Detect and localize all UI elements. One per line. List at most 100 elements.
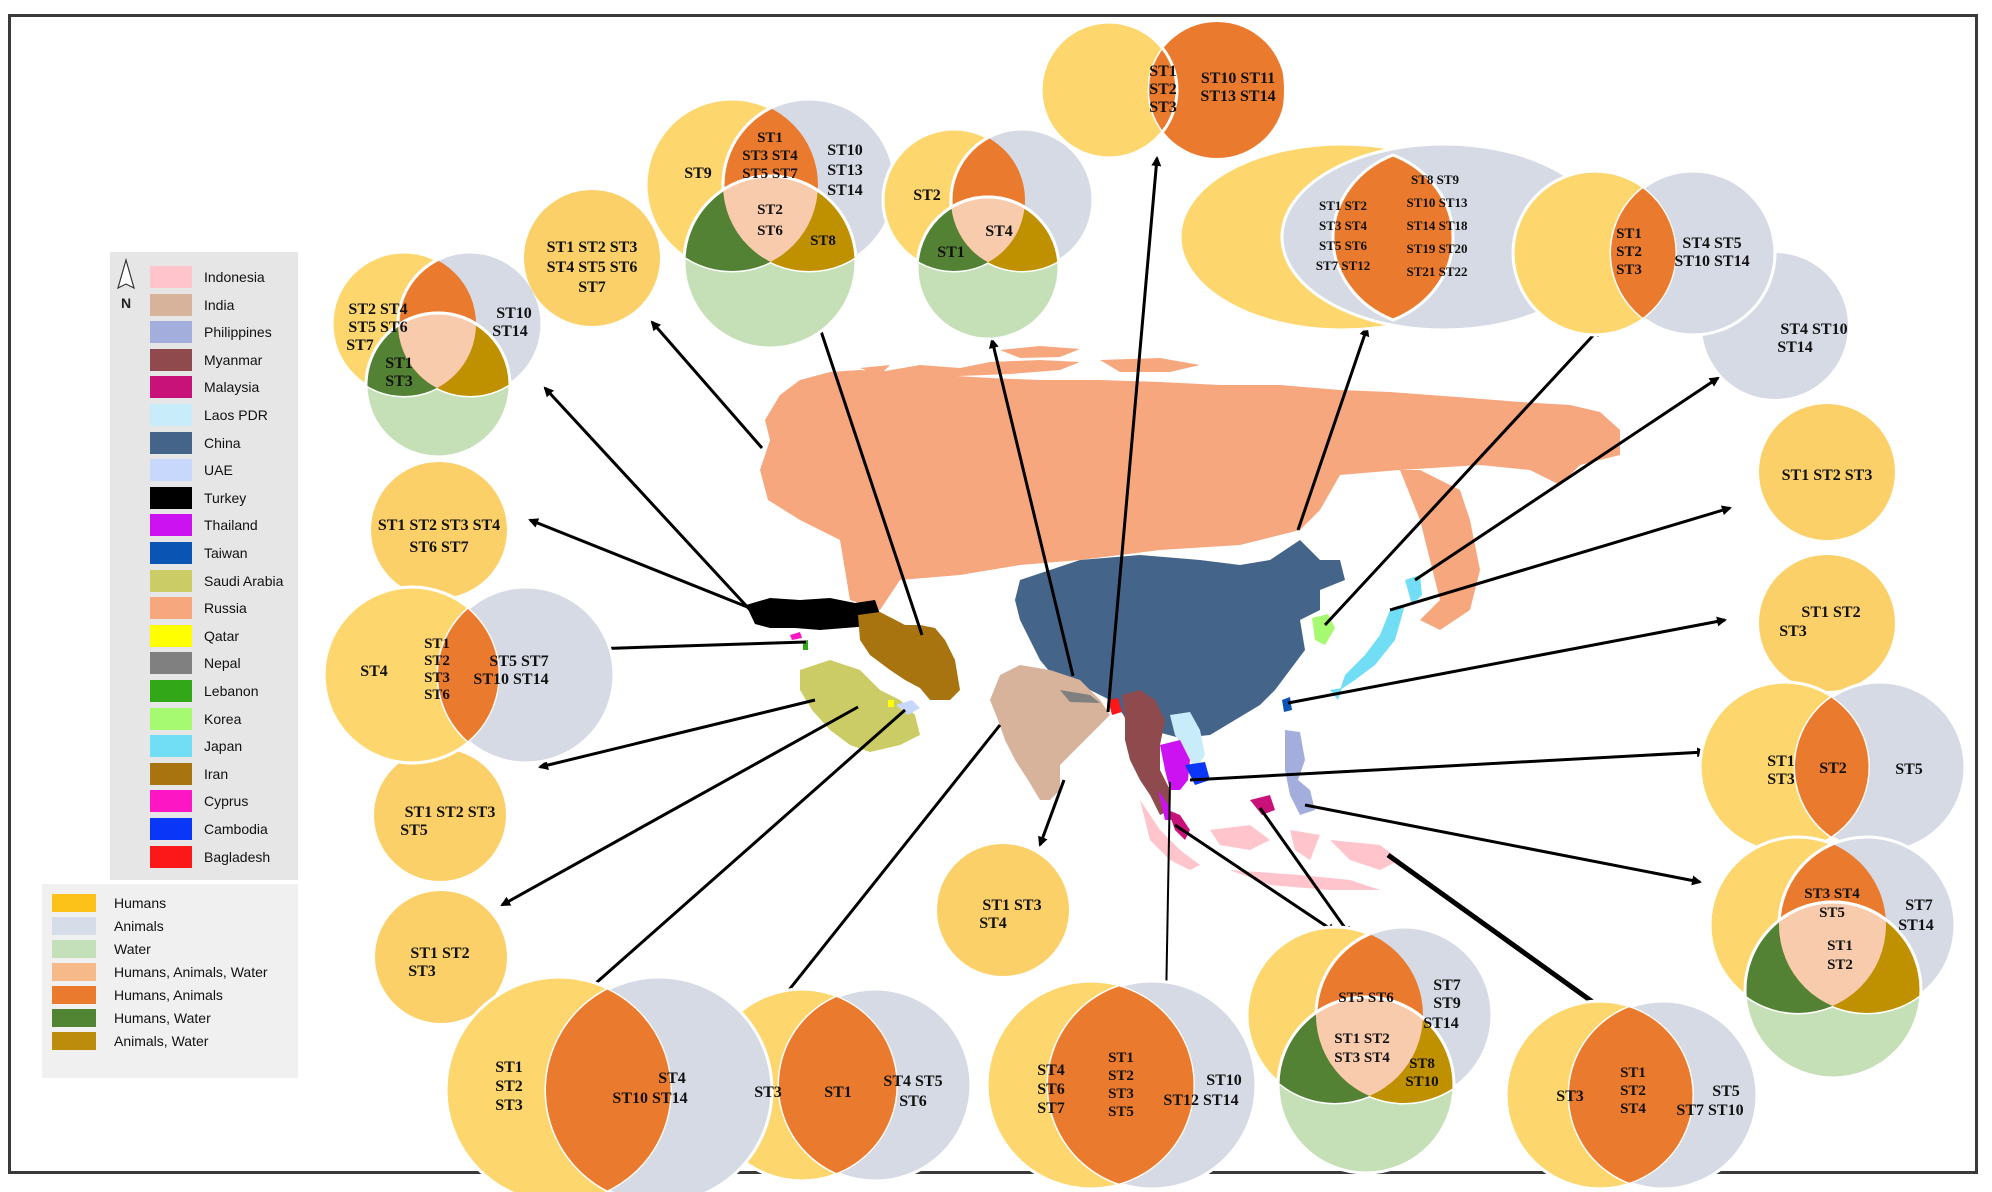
arrow-russia [1296, 326, 1370, 531]
label-qatar-circle: ST1 ST2 ST3 [405, 804, 496, 821]
label-turkey: ST14 [492, 323, 528, 340]
legend-swatch [52, 963, 96, 981]
malaysia-region [1168, 795, 1275, 840]
country-legend-item: Myanmar [150, 348, 263, 371]
label-taiwan-humans: ST1 ST2 [1801, 604, 1860, 621]
label-iran: ST5 ST7 [742, 166, 798, 182]
legend-label: Korea [204, 710, 242, 727]
legend-label: Taiwan [204, 545, 248, 561]
label-indonesia: ST14 [1898, 917, 1934, 934]
russia-north-islands [860, 346, 1200, 378]
arrow-turkey [543, 386, 766, 627]
legend-label: China [204, 434, 241, 451]
label-thailand: ST14 [1423, 1015, 1459, 1032]
uae-region [896, 700, 920, 715]
arrow-malaysia [1386, 852, 1618, 1021]
label-myanmar: ST2 [1108, 1068, 1134, 1084]
legend-label: Malaysia [204, 379, 260, 396]
legend-swatch [150, 514, 192, 537]
label-russia: ST14 ST18 [1406, 218, 1468, 233]
venn-malaysia [1504, 999, 1759, 1191]
label-cyprus: ST4 [360, 663, 388, 680]
label-taiwan: ST13 ST14 [1200, 88, 1275, 105]
legend-swatch [52, 940, 96, 958]
arrow-japan-humans [1389, 505, 1732, 612]
country-legend-item: Korea [150, 707, 242, 730]
source-legend-item: Humans [52, 894, 166, 912]
legend-label: India [204, 296, 235, 313]
label-saudi-circle: ST7 [578, 279, 606, 296]
source-legend-item: Water [52, 940, 151, 958]
legend-swatch [150, 597, 192, 620]
legend-swatch [150, 321, 192, 344]
saudi-region [800, 660, 920, 752]
label-russia: ST3 ST4 [1319, 218, 1368, 233]
label-malaysia: ST4 [1620, 1101, 1646, 1117]
label-russia: ST21 ST22 [1406, 264, 1467, 279]
arrow-uae-circle [500, 705, 859, 907]
label-cyprus: ST3 [424, 670, 450, 686]
label-myanmar: ST1 [1108, 1050, 1134, 1066]
legend-label: Nepal [204, 655, 241, 672]
label-indonesia: ST2 [1827, 957, 1853, 973]
arrow-qatar-circle [538, 698, 816, 770]
arrows [500, 156, 1732, 1021]
legend-swatch [150, 707, 192, 730]
legend-swatch [150, 818, 192, 840]
country-legend-item: Saudi Arabia [150, 569, 283, 592]
legend-label: Myanmar [204, 351, 263, 368]
asia-map [746, 346, 1620, 890]
circle-uae [375, 891, 507, 1023]
country-legend-item: Russia [150, 597, 247, 620]
label-uae-circle: ST1 ST2 [410, 945, 469, 962]
legend-label: Iran [204, 765, 229, 782]
label-turkey: ST10 [496, 305, 532, 322]
arrow-nepal-circle [1038, 779, 1066, 847]
circle-nepal [937, 844, 1069, 976]
thailand-region [1158, 740, 1190, 820]
legend-label: Humans, Animals [114, 987, 223, 1003]
label-saudi-circle: ST1 ST2 ST3 [547, 239, 638, 256]
label-korea: ST3 [1616, 262, 1642, 278]
label-cyprus: ST2 [424, 653, 450, 669]
legend-label: Japan [204, 738, 243, 755]
label-india: ST3 [754, 1084, 782, 1101]
label-iran: ST14 [827, 182, 863, 199]
legend-label: Cambodia [204, 821, 268, 837]
legend-label: Bagladesh [204, 848, 271, 865]
arrow-japan-animals [1414, 376, 1720, 582]
legend-label: Water [114, 941, 151, 957]
country-legend-item: Lebanon [150, 680, 259, 702]
arrow-philippines [1189, 747, 1707, 782]
legend-swatch [52, 1009, 96, 1027]
label-cyprus: ST10 ST14 [473, 671, 548, 688]
label-saudi-arabia: ST1 [495, 1059, 523, 1076]
label-myanmar: ST6 [1037, 1081, 1065, 1098]
label-thailand: ST1 ST2 [1334, 1031, 1389, 1047]
cyprus-region [790, 632, 802, 640]
label-turkey: ST3 [385, 373, 413, 390]
arrow-thailand-b [1258, 807, 1352, 937]
arrow-saudi-circle [650, 320, 764, 449]
label-myanmar: ST12 ST14 [1163, 1092, 1238, 1109]
arrow-saudi-arabia [560, 708, 906, 1015]
country-legend-item: UAE [150, 459, 233, 482]
russia-region [760, 370, 1620, 610]
arrow-korea [1323, 326, 1602, 627]
label-russia: ST8 ST9 [1411, 172, 1460, 187]
indonesia-region [1140, 800, 1400, 890]
legend-label: Humans, Water [114, 1010, 211, 1026]
label-cyprus: ST1 [424, 636, 450, 652]
bangladesh-region [1108, 698, 1122, 715]
label-korea: ST2 [1616, 244, 1642, 260]
legend-label: UAE [204, 462, 233, 479]
label-myanmar: ST4 [1037, 1062, 1065, 1079]
arrow-thailand-a [1174, 823, 1337, 934]
label-saudi-arabia: ST2 [495, 1078, 523, 1095]
north-label: N [121, 295, 131, 311]
legend-label: Cyprus [204, 793, 249, 810]
country-legend-item: Cyprus [150, 790, 249, 813]
label-indonesia: ST1 [1827, 938, 1853, 954]
